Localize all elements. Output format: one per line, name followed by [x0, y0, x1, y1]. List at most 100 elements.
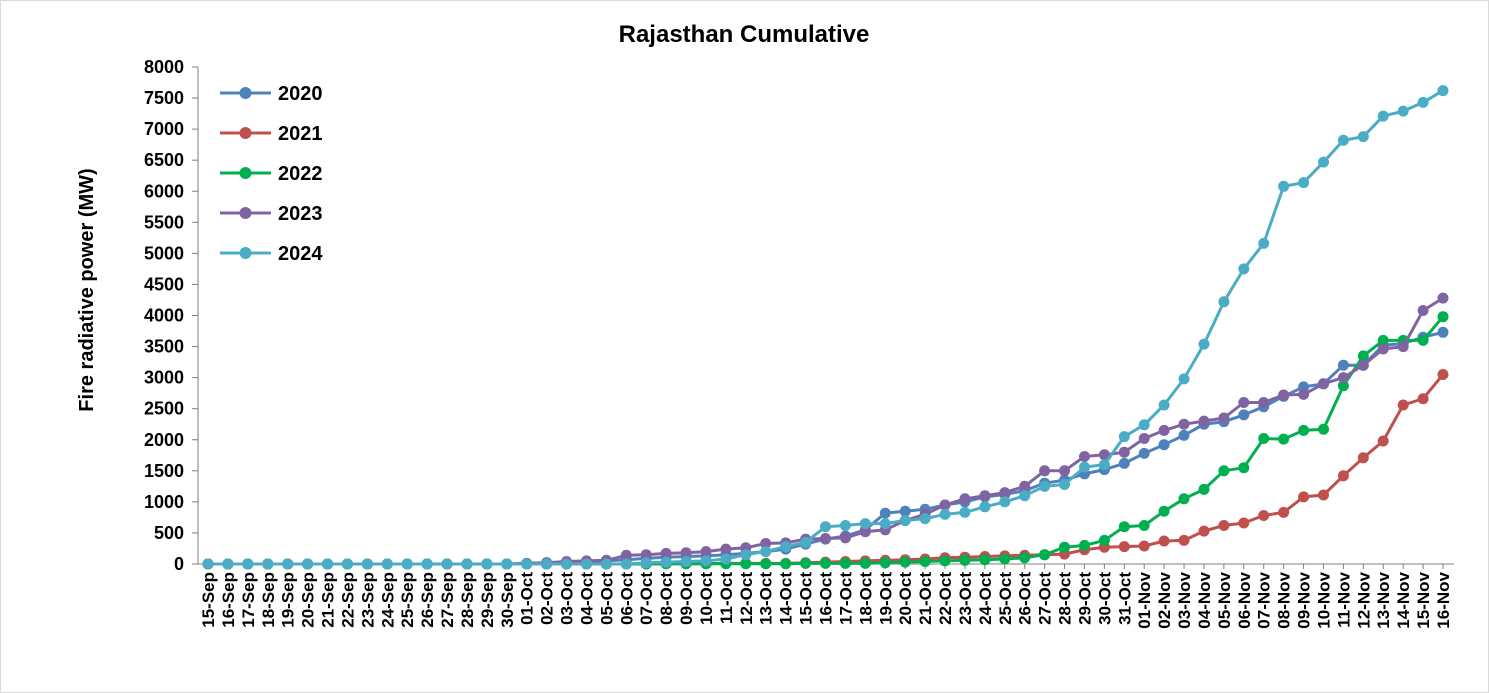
- data-point: [242, 558, 254, 570]
- x-tick-label: 29-Sep: [478, 572, 497, 628]
- data-point: [202, 558, 214, 570]
- legend-marker: [239, 167, 252, 179]
- y-tick-label: 2500: [144, 399, 184, 419]
- data-point: [979, 501, 991, 513]
- y-tick-label: 8000: [144, 57, 184, 77]
- data-point: [740, 549, 752, 561]
- x-tick-label: 15-Oct: [797, 572, 816, 625]
- y-axis-label: Fire radiative power (MW): [76, 168, 98, 411]
- legend-item-2020: 2020: [220, 83, 323, 105]
- data-point: [919, 513, 931, 525]
- y-tick-label: 2000: [144, 430, 184, 450]
- data-point: [879, 507, 891, 519]
- x-tick-label: 02-Nov: [1155, 571, 1174, 628]
- data-point: [820, 557, 831, 569]
- data-point: [1118, 521, 1130, 533]
- data-point: [1298, 424, 1310, 436]
- x-tick-label: 14-Oct: [777, 572, 796, 625]
- data-point: [700, 546, 712, 558]
- data-point: [1198, 415, 1210, 427]
- x-tick-label: 11-Nov: [1334, 571, 1353, 627]
- x-tick-label: 23-Sep: [358, 572, 377, 628]
- data-point: [1118, 446, 1130, 458]
- data-point: [700, 555, 712, 567]
- data-point: [1178, 429, 1190, 441]
- data-point: [1158, 535, 1170, 547]
- data-point: [421, 558, 433, 570]
- y-tick-label: 6000: [144, 181, 184, 201]
- data-point: [600, 558, 612, 570]
- data-point: [1178, 493, 1190, 505]
- x-tick-label: 05-Nov: [1215, 571, 1234, 628]
- data-point: [1158, 505, 1170, 517]
- x-tick-labels: 15-Sep 16-Sep 17-Sep 18-Sep 19-Sep 20-Sep 21-S…: [199, 571, 1453, 628]
- data-point: [1258, 433, 1270, 444]
- data-point: [859, 557, 871, 569]
- data-point: [1357, 350, 1369, 362]
- data-point: [680, 547, 692, 559]
- data-point: [939, 499, 951, 511]
- data-point: [1198, 525, 1210, 537]
- x-tick-label: 27-Oct: [1036, 572, 1055, 625]
- data-point: [1138, 540, 1150, 552]
- data-point: [999, 496, 1011, 508]
- data-point: [959, 554, 971, 566]
- x-tick-label: 17-Oct: [836, 572, 855, 625]
- x-tick-label: 25-Oct: [996, 572, 1015, 625]
- legend-item-2023: 2023: [220, 203, 323, 225]
- data-point: [1258, 237, 1270, 249]
- data-point: [302, 558, 314, 570]
- legend-label: 2024: [278, 243, 323, 265]
- x-tick-label: 03-Oct: [558, 572, 577, 625]
- data-point: [322, 558, 333, 570]
- y-tick-label: 0: [174, 554, 184, 574]
- data-point: [800, 536, 812, 548]
- data-point: [1158, 399, 1170, 411]
- data-point: [1258, 397, 1270, 408]
- x-tick-label: 15-Sep: [199, 572, 218, 628]
- legend-marker: [239, 127, 252, 139]
- data-point: [1258, 510, 1270, 521]
- data-point: [1318, 489, 1329, 501]
- x-tick-label: 08-Oct: [657, 572, 676, 625]
- data-point: [1059, 541, 1070, 553]
- y-tick-label: 1500: [144, 461, 184, 481]
- data-point: [1158, 439, 1170, 451]
- data-point: [1437, 369, 1449, 380]
- data-point: [1337, 359, 1349, 371]
- data-point: [1278, 433, 1290, 445]
- series-line-2024: [208, 89, 1444, 566]
- data-point: [740, 558, 752, 570]
- data-point: [1298, 388, 1310, 400]
- data-point: [1178, 534, 1190, 546]
- data-point: [1118, 541, 1130, 553]
- data-point: [839, 520, 851, 531]
- series-2024: [202, 85, 1449, 570]
- y-tick-label: 4000: [144, 306, 184, 326]
- data-point: [979, 490, 991, 502]
- data-point: [1278, 506, 1290, 518]
- data-point: [1397, 341, 1409, 353]
- data-point: [1437, 326, 1449, 338]
- data-point: [1178, 418, 1190, 430]
- x-tick-label: 24-Oct: [976, 572, 995, 625]
- data-point: [222, 558, 234, 570]
- data-point: [1417, 393, 1429, 405]
- data-point: [820, 533, 831, 544]
- data-point: [1278, 180, 1290, 192]
- x-tick-label: 13-Oct: [757, 572, 776, 625]
- x-tick-label: 19-Oct: [876, 572, 895, 625]
- legend-marker: [239, 247, 252, 259]
- data-point: [1238, 462, 1250, 474]
- data-point: [939, 508, 951, 520]
- x-tick-label: 06-Nov: [1235, 571, 1254, 628]
- y-tick-label: 1000: [144, 492, 184, 512]
- x-tick-label: 13-Nov: [1374, 571, 1393, 628]
- data-point: [1178, 373, 1190, 385]
- data-point: [959, 493, 971, 505]
- data-point: [541, 558, 553, 570]
- x-tick-label: 18-Sep: [259, 572, 278, 628]
- data-point: [1298, 177, 1310, 189]
- y-tick-labels: 0 500 1000 1500 2000 2500 3000 3500 4000 4500 5000…: [144, 57, 184, 574]
- data-point: [839, 532, 851, 544]
